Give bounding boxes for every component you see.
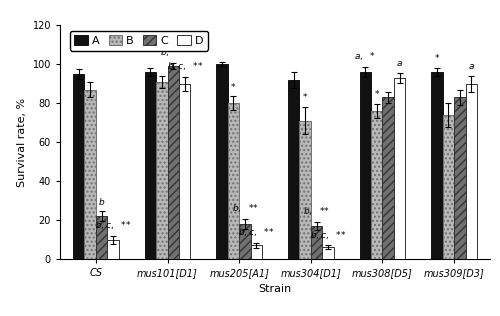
Bar [96, 216, 108, 259]
Bar [394, 78, 406, 259]
Text: *: * [434, 54, 439, 63]
Text: $\it{b,}$  **: $\it{b,}$ ** [160, 46, 186, 58]
Text: *: * [303, 93, 308, 102]
Bar [371, 111, 382, 259]
Bar [250, 246, 262, 259]
Bar [382, 97, 394, 259]
Bar [84, 89, 96, 259]
Y-axis label: Survival rate, %: Survival rate, % [17, 98, 27, 187]
Text: $\it{b, c,}$  **: $\it{b, c,}$ ** [166, 60, 203, 72]
Bar [216, 64, 228, 259]
Text: $\it{b, c,}$  **: $\it{b, c,}$ ** [238, 226, 275, 238]
Bar [168, 66, 179, 259]
Bar [454, 97, 466, 259]
Bar [288, 80, 300, 259]
Text: *: * [374, 90, 379, 99]
Text: $\it{b,}$  **: $\it{b,}$ ** [232, 202, 258, 214]
Bar [108, 240, 119, 259]
Text: $\it{b,}$  **: $\it{b,}$ ** [303, 205, 330, 217]
Bar [431, 72, 442, 259]
Text: *: * [231, 82, 235, 92]
Bar [156, 82, 168, 259]
Text: $\it{a}$: $\it{a}$ [468, 62, 475, 71]
Bar [73, 74, 85, 259]
Bar [360, 72, 371, 259]
Bar [179, 84, 190, 259]
Text: $\it{a,}$  *: $\it{a,}$ * [354, 50, 376, 62]
Bar [144, 72, 156, 259]
Text: $\it{b, c,}$  **: $\it{b, c,}$ ** [310, 228, 346, 240]
Text: $\it{a}$: $\it{a}$ [396, 59, 403, 68]
Bar [442, 115, 454, 259]
Bar [228, 103, 239, 259]
Bar [466, 84, 477, 259]
X-axis label: Strain: Strain [258, 284, 292, 294]
Bar [311, 226, 322, 259]
Bar [322, 247, 334, 259]
Text: $\it{b}$: $\it{b}$ [98, 196, 105, 207]
Bar [300, 121, 311, 259]
Legend: A, B, C, D: A, B, C, D [70, 31, 208, 51]
Text: $\it{b, c,}$  **: $\it{b, c,}$ ** [95, 219, 131, 231]
Bar [239, 224, 250, 259]
